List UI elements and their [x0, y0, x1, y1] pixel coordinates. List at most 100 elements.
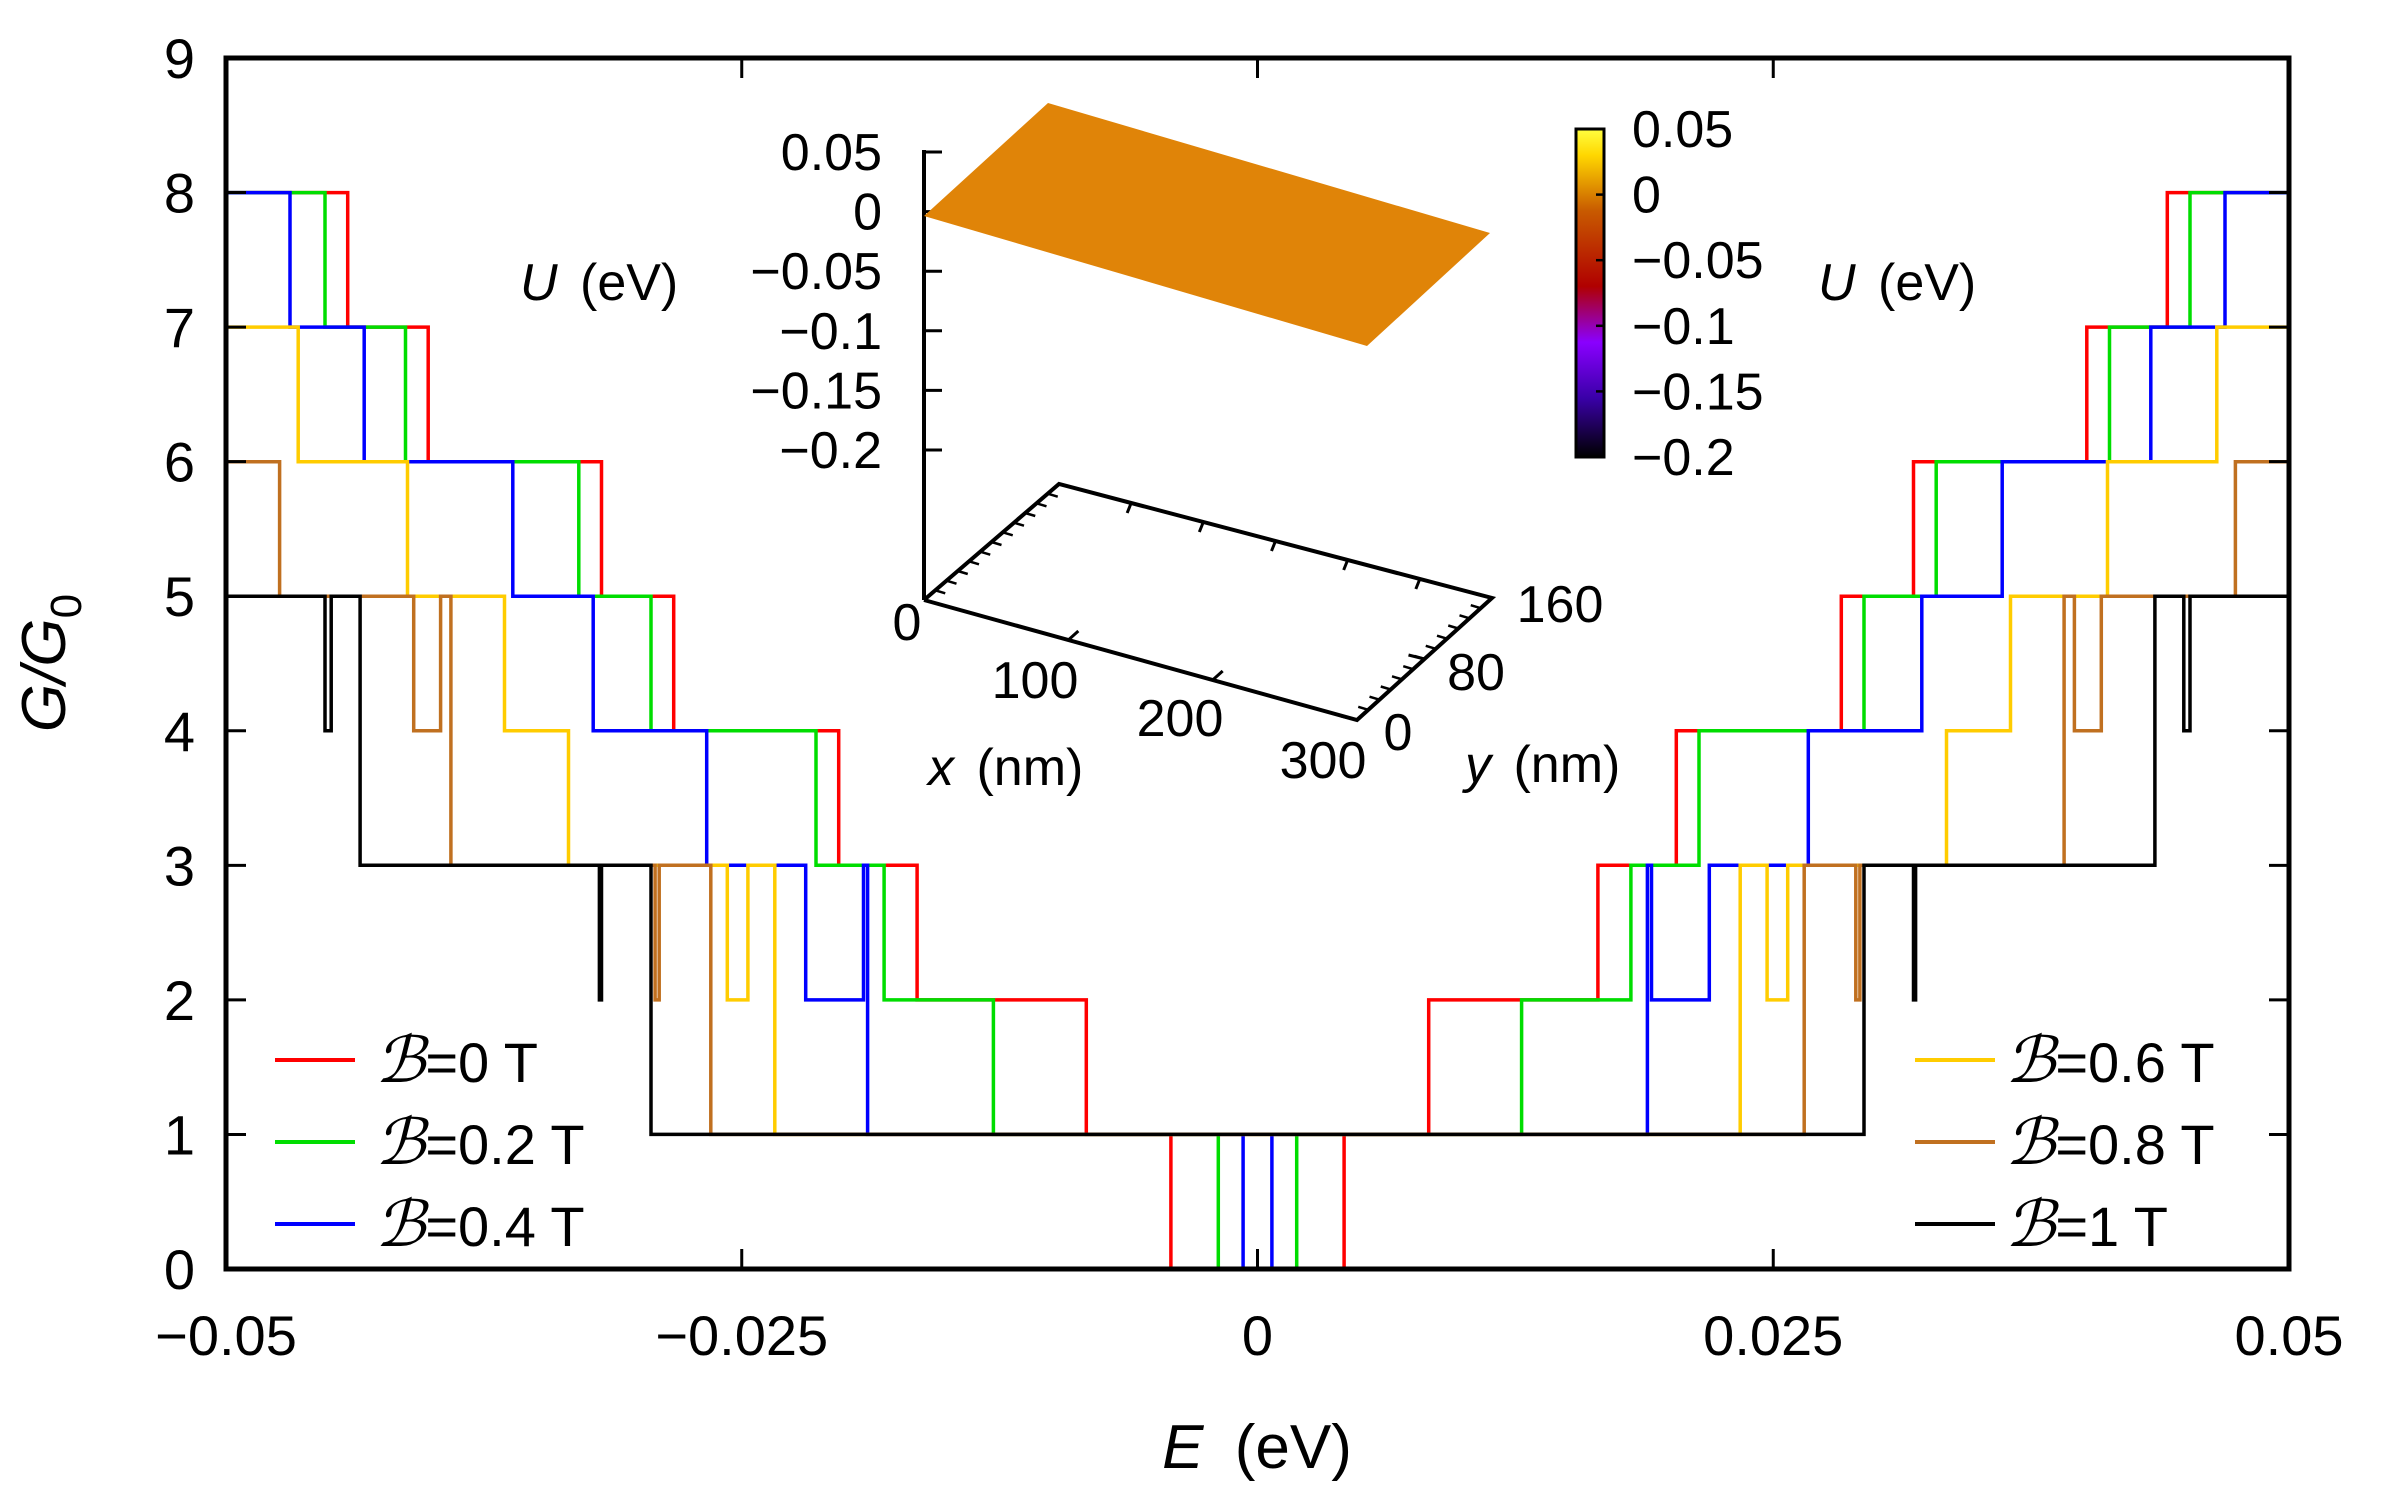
legend-text: =0.8 T	[2055, 1113, 2214, 1176]
colorbar-tick-label: −0.15	[1632, 363, 1764, 421]
inset-y-minor-tick	[1447, 624, 1459, 630]
inset-colorbar	[1574, 127, 1606, 459]
inset-y-variable: y	[1462, 736, 1494, 794]
inset-x-back-tick	[1414, 578, 1422, 590]
inset-x-variable: x	[925, 739, 956, 797]
inset-x-tick-label: 200	[1137, 690, 1224, 748]
inset-colorbar-ticks: 0.05 0 −0.05 −0.1 −0.15 −0.2	[1596, 101, 1764, 487]
inset-x-back-tick	[1342, 559, 1350, 571]
inset-x-tick-label: 300	[1280, 732, 1367, 790]
inset-y-minor-tick	[968, 560, 980, 566]
inset-z-variable: U	[520, 254, 558, 312]
inset-x-tick-label: 100	[992, 652, 1079, 710]
inset-x-label: x (nm)	[925, 739, 1083, 797]
inset-x-unit: (nm)	[976, 739, 1083, 797]
series-line-1-t	[226, 594, 2289, 1137]
inset-z-ticks: 0.050−0.05−0.1−0.15−0.2	[750, 124, 942, 480]
legend-right: ℬ=0.6 Tℬ=0.8 Tℬ=1 T	[1915, 1024, 2215, 1262]
y-tick-label: 2	[164, 969, 195, 1032]
inset-y-minor-tick	[1369, 695, 1380, 701]
inset-y-minor-tick	[1380, 685, 1392, 691]
inset-x-back-tick	[1270, 540, 1277, 552]
legend-label-0-2-t: ℬ=0.2 T	[375, 1106, 585, 1180]
inset-y-minor-tick	[991, 540, 1002, 547]
inset-y-minor-tick	[1391, 675, 1403, 681]
x-axis-variable: E	[1162, 1413, 1204, 1482]
inset-y-tick-label: 0	[1384, 704, 1413, 762]
x-axis-unit: (eV)	[1235, 1413, 1352, 1482]
inset-colorbar-label: U (eV)	[1818, 254, 1976, 312]
y-tick-label: 6	[164, 431, 195, 494]
legend-left: ℬ=0 Tℬ=0.2 Tℬ=0.4 T	[275, 1024, 585, 1262]
inset-y-minor-tick	[1002, 531, 1014, 537]
inset-x-back-tick	[1197, 521, 1205, 533]
y-tick-label: 9	[164, 27, 195, 90]
y-tick-label: 7	[164, 296, 195, 359]
inset-z-unit: (eV)	[580, 254, 678, 312]
y-tick-label: 5	[164, 565, 195, 628]
inset-colorbar-variable: U	[1818, 254, 1856, 312]
inset-y-tick-label: 80	[1447, 644, 1505, 702]
inset-x-tick-mark	[1067, 629, 1080, 642]
colorbar-tick-label: 0	[1632, 167, 1661, 225]
x-tick-label: −0.05	[155, 1304, 297, 1367]
inset-y-minor-tick	[946, 579, 957, 585]
legend-symbol: ℬ	[2005, 1188, 2060, 1262]
legend-symbol: ℬ	[2005, 1024, 2060, 1098]
y-axis-subscript: 0	[42, 594, 91, 618]
legend-label-0-t: ℬ=0 T	[375, 1024, 538, 1098]
legend-label-0-8-t: ℬ=0.8 T	[2005, 1106, 2215, 1180]
colorbar-tick-label: −0.2	[1632, 429, 1735, 487]
legend-label-1-t: ℬ=1 T	[2005, 1188, 2168, 1262]
inset-colorbar-unit: (eV)	[1878, 254, 1976, 312]
legend-symbol: ℬ	[375, 1188, 430, 1262]
series-layer	[226, 190, 2289, 1271]
legend-text: =0.2 T	[425, 1113, 584, 1176]
y-axis-variable: G/G	[10, 618, 79, 732]
colorbar-tick-label: −0.05	[1632, 232, 1764, 290]
legend-symbol: ℬ	[2005, 1106, 2060, 1180]
y-tick-label: 3	[164, 834, 195, 897]
inset-z-tick-label: 0	[853, 184, 882, 242]
inset-y-tick-label: 160	[1517, 576, 1604, 634]
inset-y-minor-tick	[1013, 521, 1025, 527]
x-tick-label: 0	[1242, 1304, 1273, 1367]
inset-z-tick-label: 0.05	[781, 124, 882, 182]
inset-x-back-tick	[1125, 502, 1133, 514]
inset-y-minor-tick	[1470, 603, 1482, 610]
x-axis-label: E (eV)	[1162, 1413, 1352, 1482]
inset-y-minor-tick	[1436, 634, 1448, 640]
inset-y-minor-tick	[1425, 644, 1437, 651]
inset-x-tick-mark	[1355, 709, 1369, 722]
inset-y-minor-tick	[1459, 614, 1470, 620]
inset-x-tick-mark	[1211, 669, 1224, 682]
inset-z-tick-label: −0.05	[750, 243, 882, 301]
inset-z-tick-label: −0.1	[779, 303, 882, 361]
inset-y-minor-tick	[1357, 705, 1369, 712]
y-tick-label: 8	[164, 162, 195, 225]
inset-potential-surface	[924, 103, 1490, 346]
y-tick-label: 1	[164, 1103, 195, 1166]
inset-y-label: y (nm)	[1462, 736, 1620, 794]
inset-y-minor-tick	[1047, 492, 1059, 498]
inset-y-tick-mark	[1340, 714, 1358, 722]
inset-z-label: U (eV)	[520, 254, 678, 312]
x-tick-label: −0.025	[655, 1304, 828, 1367]
inset-y-minor-tick	[979, 550, 991, 556]
inset-y-minor-tick	[934, 589, 946, 595]
legend-label-0-4-t: ℬ=0.4 T	[375, 1188, 585, 1262]
inset-y-minor-tick	[957, 569, 969, 576]
inset-x-ticks: 0 100 200 300	[893, 502, 1422, 790]
inset-x-tick-mark	[922, 589, 936, 602]
colorbar-tick-label: −0.1	[1632, 298, 1735, 356]
inset-y-minor-tick	[1036, 502, 1047, 508]
inset-x-tick-label: 0	[893, 594, 922, 652]
legend-symbol: ℬ	[375, 1024, 430, 1098]
legend-text: =0.6 T	[2055, 1031, 2214, 1094]
colorbar-tick-label: 0.05	[1632, 101, 1733, 159]
legend-text: =1 T	[2055, 1195, 2168, 1258]
legend-text: =0 T	[425, 1031, 538, 1094]
